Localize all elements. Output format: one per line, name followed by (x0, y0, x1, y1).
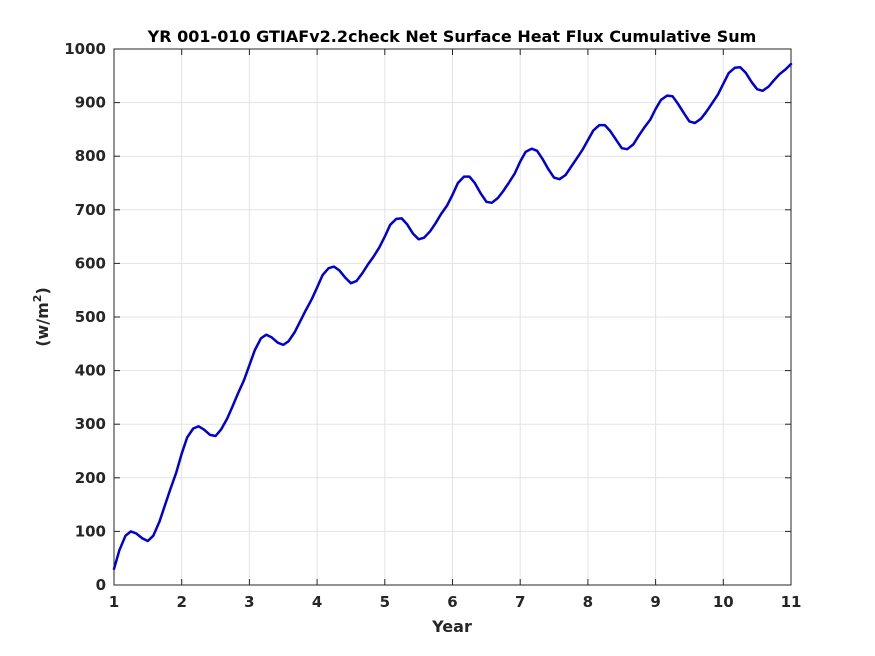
tick-marks (113, 48, 792, 586)
x-tick-label: 5 (380, 593, 390, 611)
y-tick-label: 400 (75, 362, 106, 380)
y-tick-label: 800 (75, 147, 106, 165)
chart-title: YR 001-010 GTIAFv2.2check Net Surface He… (147, 27, 757, 46)
y-tick-label: 700 (75, 201, 106, 219)
series-line (112, 62, 793, 571)
x-tick-label: 6 (447, 593, 457, 611)
y-tick-label: 1000 (64, 40, 106, 58)
x-tick-label: 10 (713, 593, 734, 611)
y-tick-label: 0 (96, 576, 106, 594)
y-tick-labels: 0 100 200 300 400 500 600 700 800 900 1000 (64, 40, 106, 594)
y-axis-label-superscript: 2 (31, 295, 44, 303)
y-axis-label: (w/m2) (31, 287, 52, 347)
x-tick-label: 4 (312, 593, 322, 611)
x-tick-label: 11 (781, 593, 802, 611)
y-tick-label: 300 (75, 415, 106, 433)
y-axis-label-end: ) (33, 287, 52, 294)
grid-lines (114, 49, 791, 585)
y-tick-label: 900 (75, 94, 106, 112)
x-tick-label: 3 (244, 593, 254, 611)
y-tick-label: 500 (75, 308, 106, 326)
x-tick-label: 8 (583, 593, 593, 611)
x-tick-labels: 1 2 3 4 5 6 7 8 9 10 11 (109, 593, 802, 611)
y-tick-label: 100 (75, 522, 106, 540)
x-tick-label: 9 (650, 593, 660, 611)
x-tick-label: 2 (176, 593, 186, 611)
x-axis-label: Year (431, 617, 472, 636)
y-tick-label: 200 (75, 469, 106, 487)
x-tick-label: 1 (109, 593, 119, 611)
y-axis-label-base: (w/m (33, 302, 52, 347)
x-tick-label: 7 (515, 593, 525, 611)
y-tick-label: 600 (75, 254, 106, 272)
